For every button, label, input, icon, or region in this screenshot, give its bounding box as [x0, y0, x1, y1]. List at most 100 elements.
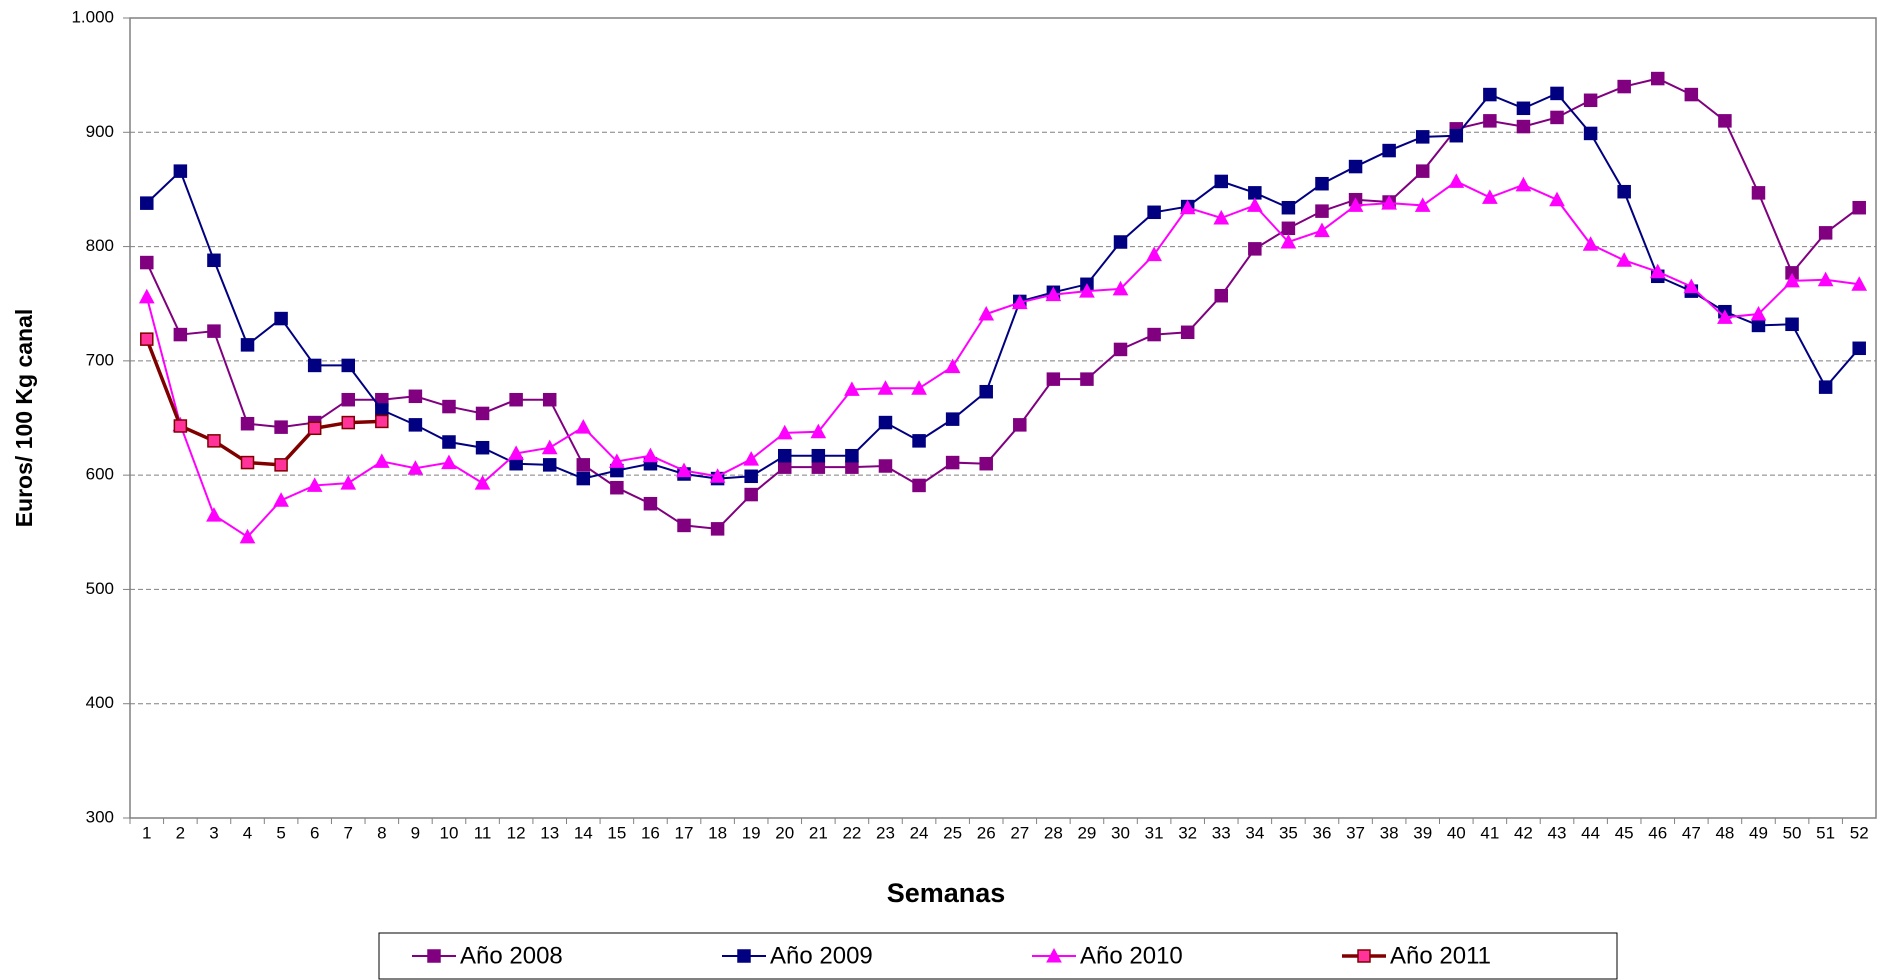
data-point	[441, 454, 457, 470]
data-point	[1852, 200, 1866, 215]
data-point	[274, 311, 288, 326]
data-point	[1045, 286, 1062, 302]
x-tick-label: 34	[1245, 823, 1264, 842]
data-point	[743, 451, 760, 466]
data-point	[1314, 222, 1330, 238]
x-tick-label: 14	[574, 823, 593, 842]
data-point	[375, 403, 389, 417]
data-point	[1684, 87, 1699, 102]
data-point	[1248, 186, 1262, 200]
data-point	[1582, 236, 1599, 251]
data-point	[744, 487, 758, 502]
data-point	[173, 419, 188, 433]
data-point	[1784, 272, 1800, 288]
x-tick-label: 4	[243, 823, 252, 842]
data-point	[844, 381, 860, 396]
x-axis-label: Semanas	[887, 878, 1006, 908]
y-tick-label: 800	[86, 236, 114, 255]
data-point	[240, 338, 255, 352]
data-point	[1448, 173, 1465, 188]
x-tick-label: 8	[377, 823, 386, 842]
x-tick-label: 9	[411, 823, 420, 842]
data-point	[609, 453, 625, 468]
x-tick-label: 11	[474, 823, 492, 842]
x-tick-label: 26	[977, 823, 996, 842]
data-point	[778, 460, 792, 474]
y-axis-label: Euros/ 100 Kg canal	[11, 309, 37, 528]
data-point	[475, 406, 490, 421]
data-point	[1482, 189, 1498, 204]
data-point	[1213, 209, 1230, 225]
x-tick-label: 35	[1279, 823, 1298, 842]
data-point	[1280, 233, 1297, 249]
data-point	[373, 453, 390, 468]
data-point	[1079, 283, 1095, 298]
data-point	[1583, 126, 1598, 141]
series-line	[145, 77, 1860, 530]
x-tick-label: 2	[176, 823, 185, 842]
data-point	[877, 380, 894, 395]
data-point	[642, 447, 659, 463]
x-tick-label: 33	[1212, 823, 1231, 842]
data-point	[173, 327, 188, 342]
x-tick-label: 23	[876, 823, 895, 842]
data-point	[979, 384, 993, 399]
data-point	[610, 480, 624, 495]
data-point	[810, 423, 827, 439]
data-point	[1147, 327, 1161, 342]
data-point	[1549, 191, 1565, 207]
x-tick-label: 20	[775, 823, 794, 842]
data-point	[1348, 159, 1363, 174]
data-point	[1415, 130, 1430, 144]
x-tick-label: 42	[1514, 823, 1533, 842]
data-point	[407, 460, 424, 475]
data-point	[845, 448, 859, 463]
data-point	[307, 421, 322, 436]
data-point	[341, 415, 355, 430]
x-tick-label: 30	[1111, 823, 1130, 842]
legend-marker	[1046, 947, 1062, 963]
data-point	[1818, 226, 1833, 240]
x-tick-label: 5	[276, 823, 285, 842]
x-tick-label: 18	[708, 823, 727, 842]
x-tick-label: 36	[1313, 823, 1332, 842]
data-point	[1852, 341, 1866, 356]
data-point	[1750, 305, 1767, 321]
legend-marker	[1357, 949, 1371, 963]
legend-marker	[427, 949, 441, 963]
data-point	[1516, 101, 1531, 116]
x-tick-label: 43	[1548, 823, 1567, 842]
x-tick-label: 25	[943, 823, 962, 842]
data-point	[1147, 205, 1161, 220]
data-point	[1347, 197, 1364, 212]
x-tick-label: 44	[1581, 823, 1600, 842]
y-tick-label: 400	[86, 693, 114, 712]
data-point	[744, 469, 758, 484]
data-point	[542, 458, 557, 472]
data-point	[1483, 114, 1497, 128]
data-point	[911, 380, 927, 395]
data-point	[1315, 176, 1329, 191]
x-tick-label: 52	[1850, 823, 1869, 842]
x-tick-label: 41	[1480, 823, 1499, 842]
data-point	[341, 358, 355, 373]
x-tick-label: 15	[607, 823, 626, 842]
data-point	[709, 468, 726, 483]
data-point	[811, 460, 826, 474]
x-tick-label: 21	[809, 823, 828, 842]
data-point	[408, 389, 423, 404]
data-point	[474, 475, 491, 490]
data-point	[778, 448, 792, 463]
data-point	[207, 324, 221, 338]
data-point	[1381, 195, 1397, 210]
data-point	[575, 419, 592, 434]
data-point	[1113, 342, 1128, 357]
data-point	[845, 460, 859, 474]
data-point	[509, 392, 523, 407]
plot-area	[129, 17, 1877, 819]
data-point	[1248, 242, 1262, 256]
legend-label: Año 2010	[1080, 942, 1183, 969]
x-tick-label: 13	[540, 823, 559, 842]
data-point	[1415, 164, 1430, 178]
data-point	[442, 435, 456, 449]
